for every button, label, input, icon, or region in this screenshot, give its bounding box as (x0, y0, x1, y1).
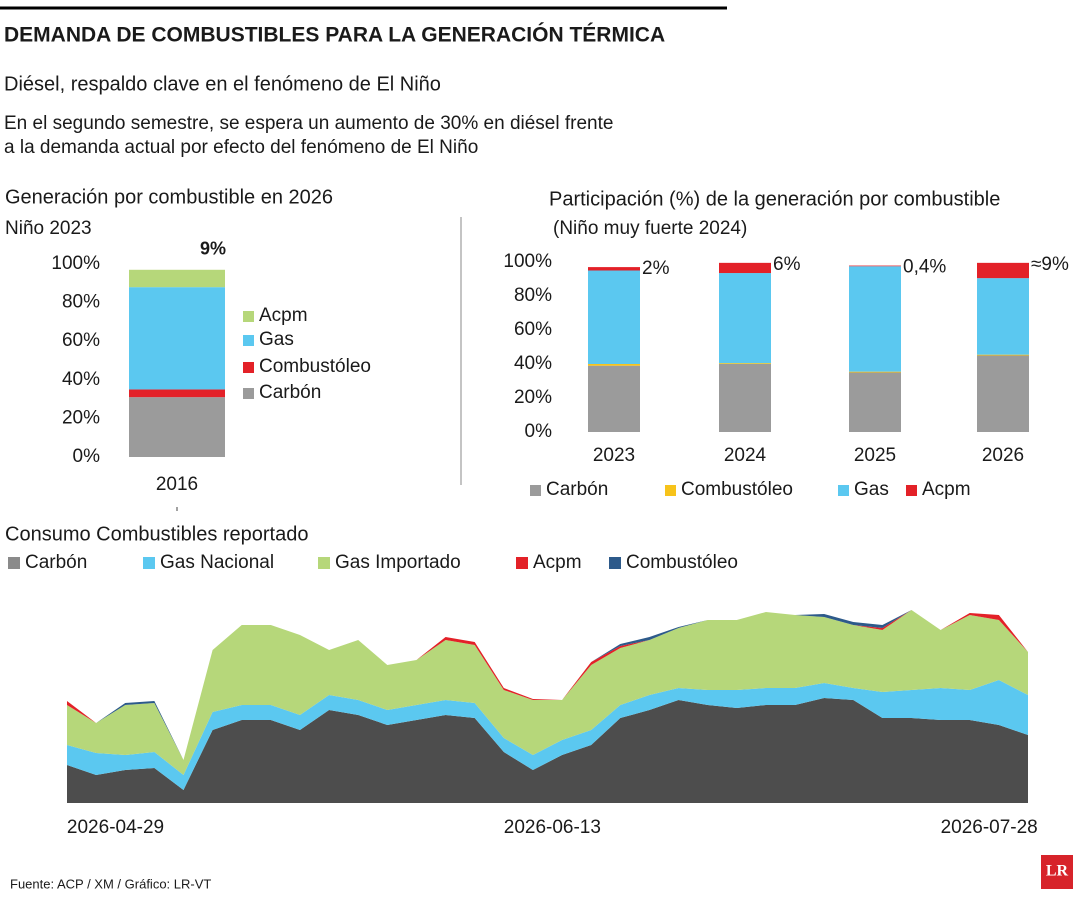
x-tick-label: 2026-06-13 (504, 817, 601, 838)
bar-segment (129, 389, 225, 398)
legend-label: Combustóleo (626, 552, 738, 573)
bar-segment (977, 354, 1029, 356)
y-tick-label: 60% (514, 319, 552, 340)
legend-label: Gas Importado (335, 552, 461, 573)
value-label: 6% (773, 254, 801, 275)
area (67, 610, 1028, 775)
legend-swatch (143, 557, 155, 569)
legend-label: Combustóleo (259, 356, 371, 377)
bar-segment (129, 269, 225, 288)
value-label: 0,4% (903, 257, 946, 278)
bar-segment (849, 372, 901, 432)
chart-title: Generación por combustible en 2026 (5, 186, 333, 208)
value-label: 2% (642, 258, 670, 279)
legend-label: Carbón (259, 382, 321, 403)
bar-segment (849, 371, 901, 373)
legend-swatch (8, 557, 20, 569)
legend-swatch (838, 485, 849, 496)
legend-swatch (243, 388, 254, 399)
x-tick-label: 2016 (156, 474, 198, 495)
legend-swatch (243, 335, 254, 346)
legend-label: Acpm (259, 305, 308, 326)
y-tick-label: 60% (62, 330, 100, 351)
y-tick-label: 40% (514, 353, 552, 374)
y-tick-label: 40% (62, 369, 100, 390)
legend-label: Carbón (25, 552, 87, 573)
legend-swatch (243, 362, 254, 373)
legend-label: Gas Nacional (160, 552, 274, 573)
bar-segment (588, 270, 640, 364)
x-tick-label: 2023 (593, 445, 635, 466)
source: Fuente: ACP / XM / Gráfico: LR-VT (10, 876, 211, 891)
title: DEMANDA DE COMBUSTIBLES PARA LA GENERACI… (4, 23, 665, 47)
legend-swatch (530, 485, 541, 496)
legend-swatch (665, 485, 676, 496)
bar-segment (849, 266, 901, 372)
bar-segment (977, 355, 1029, 432)
x-tick-label: 2026-04-29 (67, 817, 164, 838)
legend-label: Acpm (922, 479, 971, 500)
legend-label: Carbón (546, 479, 608, 500)
bar-segment (849, 265, 901, 267)
y-tick-label: 20% (514, 387, 552, 408)
bar-segment (719, 364, 771, 432)
legend-label: Gas (854, 479, 889, 500)
bar-segment (588, 364, 640, 366)
y-tick-label: 20% (62, 407, 100, 428)
bar-segment (129, 397, 225, 457)
x-tick-label: 2025 (854, 445, 896, 466)
logo-box (1041, 855, 1073, 889)
y-tick-label: 0% (73, 446, 101, 467)
bar-segment (588, 267, 640, 271)
legend-swatch (318, 557, 330, 569)
x-tick-label: 2026-07-28 (941, 817, 1038, 838)
subtitle: Diésel, respaldo clave en el fenómeno de… (4, 73, 441, 95)
bar-segment (719, 273, 771, 364)
legend-swatch (906, 485, 917, 496)
legend-swatch (609, 557, 621, 569)
y-tick-label: 80% (514, 285, 552, 306)
legend-label: Gas (259, 329, 294, 350)
x-tick-label: 2026 (982, 445, 1024, 466)
area (67, 698, 1028, 803)
y-tick-label: 0% (525, 421, 553, 442)
legend-swatch (516, 557, 528, 569)
y-tick-label: 100% (503, 251, 552, 272)
value-label: ≈9% (1031, 254, 1069, 275)
legend-label: Acpm (533, 552, 582, 573)
bar-segment (719, 262, 771, 274)
y-tick-label: 100% (51, 253, 100, 274)
bar-segment (977, 262, 1029, 279)
bar-segment (129, 287, 225, 390)
legend-label: Combustóleo (681, 479, 793, 500)
chart-title: Participación (%) de la generación por c… (549, 188, 1000, 210)
chart-subtitle: Niño 2023 (5, 218, 92, 239)
chart-subtitle: (Niño muy fuerte 2024) (553, 218, 747, 239)
x-tick-label: 2024 (724, 445, 767, 466)
bar-segment (977, 278, 1029, 355)
description-line: En el segundo semestre, se espera un aum… (4, 113, 613, 134)
bar-segment (588, 365, 640, 432)
bar-segment (719, 363, 771, 364)
chart-title: Consumo Combustibles reportado (5, 523, 309, 545)
description-line: a la demanda actual por efecto del fenóm… (4, 137, 478, 158)
y-tick-label: 80% (62, 292, 100, 313)
value-label: 9% (200, 239, 226, 259)
area (67, 680, 1028, 790)
legend-swatch (243, 311, 254, 322)
logo: LR (1046, 863, 1069, 880)
